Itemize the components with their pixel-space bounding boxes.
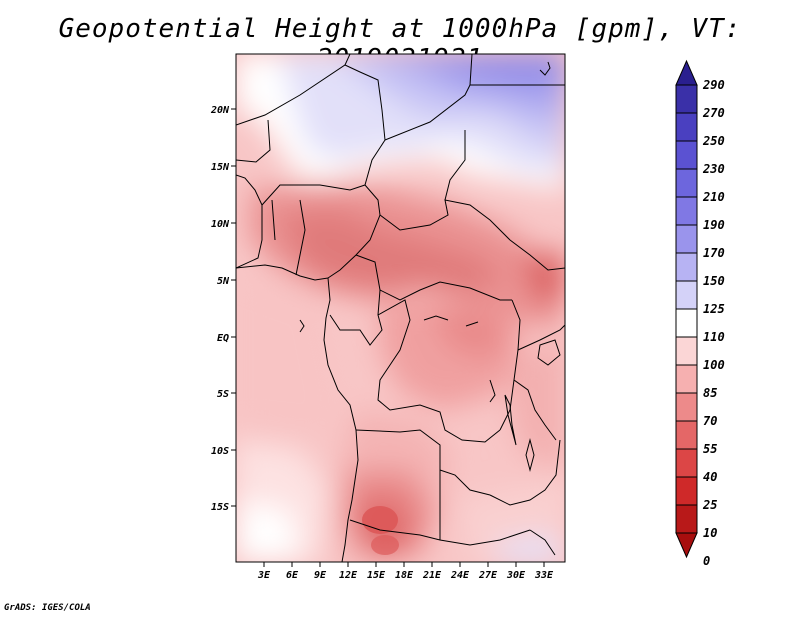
lat-label-20n: 20N [210,105,230,116]
lon-label-15e: 15E [367,570,386,581]
lat-label-eq: EQ [217,333,229,344]
colorbar-bin [675,224,698,254]
height-field [236,54,565,562]
colorbar-bin [675,364,698,394]
lon-label-12e: 12E [339,570,358,581]
lon-label-24e: 24E [450,570,470,581]
colorbar-label: 170 [703,246,725,260]
map-frame [235,53,566,563]
colorbar-label: 210 [702,190,725,204]
lat-label-5s: 5S [217,389,229,400]
colorbar-bin [675,336,698,366]
lat-axis: 20N 15N 10N 5N EQ 5S 10S 15S [210,105,236,513]
grads-credit: GrADS: IGES/COLA [4,603,91,613]
colorbar-label: 250 [702,134,725,148]
lon-label-33e: 33E [534,570,554,581]
lat-label-15s: 15S [211,502,229,513]
colorbar-label: 230 [702,162,725,176]
lon-label-30e: 30E [506,570,526,581]
lat-label-10s: 10S [211,446,229,457]
colorbar-bin [675,504,698,534]
lon-label-18e: 18E [395,570,414,581]
colorbar-label: 70 [703,414,717,428]
colorbar-bin [675,448,698,478]
lon-label-3e: 3E [257,570,271,581]
colorbar-label: 40 [703,470,717,484]
colorbar-bin [675,308,698,338]
colorbar-label: 125 [703,302,725,316]
lon-label-6e: 6E [286,570,299,581]
colorbar-label: 290 [702,78,725,92]
colorbar-bin [675,252,698,282]
lon-label-21e: 21E [422,570,442,581]
colorbar-bin [675,112,698,142]
colorbar: 2902702502302101901701501251101008570554… [675,59,725,568]
colorbar-label: 0 [703,554,710,568]
country-borders [236,54,565,562]
colorbar-label: 190 [703,218,725,232]
colorbar-label: 55 [703,442,717,456]
colorbar-bin [675,140,698,170]
colorbar-label: 10 [703,526,717,540]
colorbar-label: 110 [703,330,725,344]
colorbar-bin [675,84,698,114]
colorbar-label: 270 [702,106,725,120]
colorbar-top-arrow [675,59,698,86]
colorbar-bin [675,196,698,226]
colorbar-bin [675,168,698,198]
lat-label-5n: 5N [217,276,230,287]
colorbar-bottom-arrow [675,532,698,559]
lat-label-10n: 10N [211,219,230,230]
colorbar-label: 100 [703,358,725,372]
lon-axis: 3E 6E 9E 12E 15E 18E 21E 24E 27E 30E 33E [257,562,554,581]
colorbar-bin [675,280,698,310]
lat-label-15n: 15N [211,162,230,173]
colorbar-label: 85 [703,386,717,400]
colorbar-bin [675,420,698,450]
lon-label-27e: 27E [478,570,498,581]
lon-label-9e: 9E [314,570,327,581]
colorbar-bin [675,476,698,506]
colorbar-label: 150 [703,274,725,288]
colorbar-bin [675,392,698,422]
colorbar-label: 25 [702,498,717,512]
